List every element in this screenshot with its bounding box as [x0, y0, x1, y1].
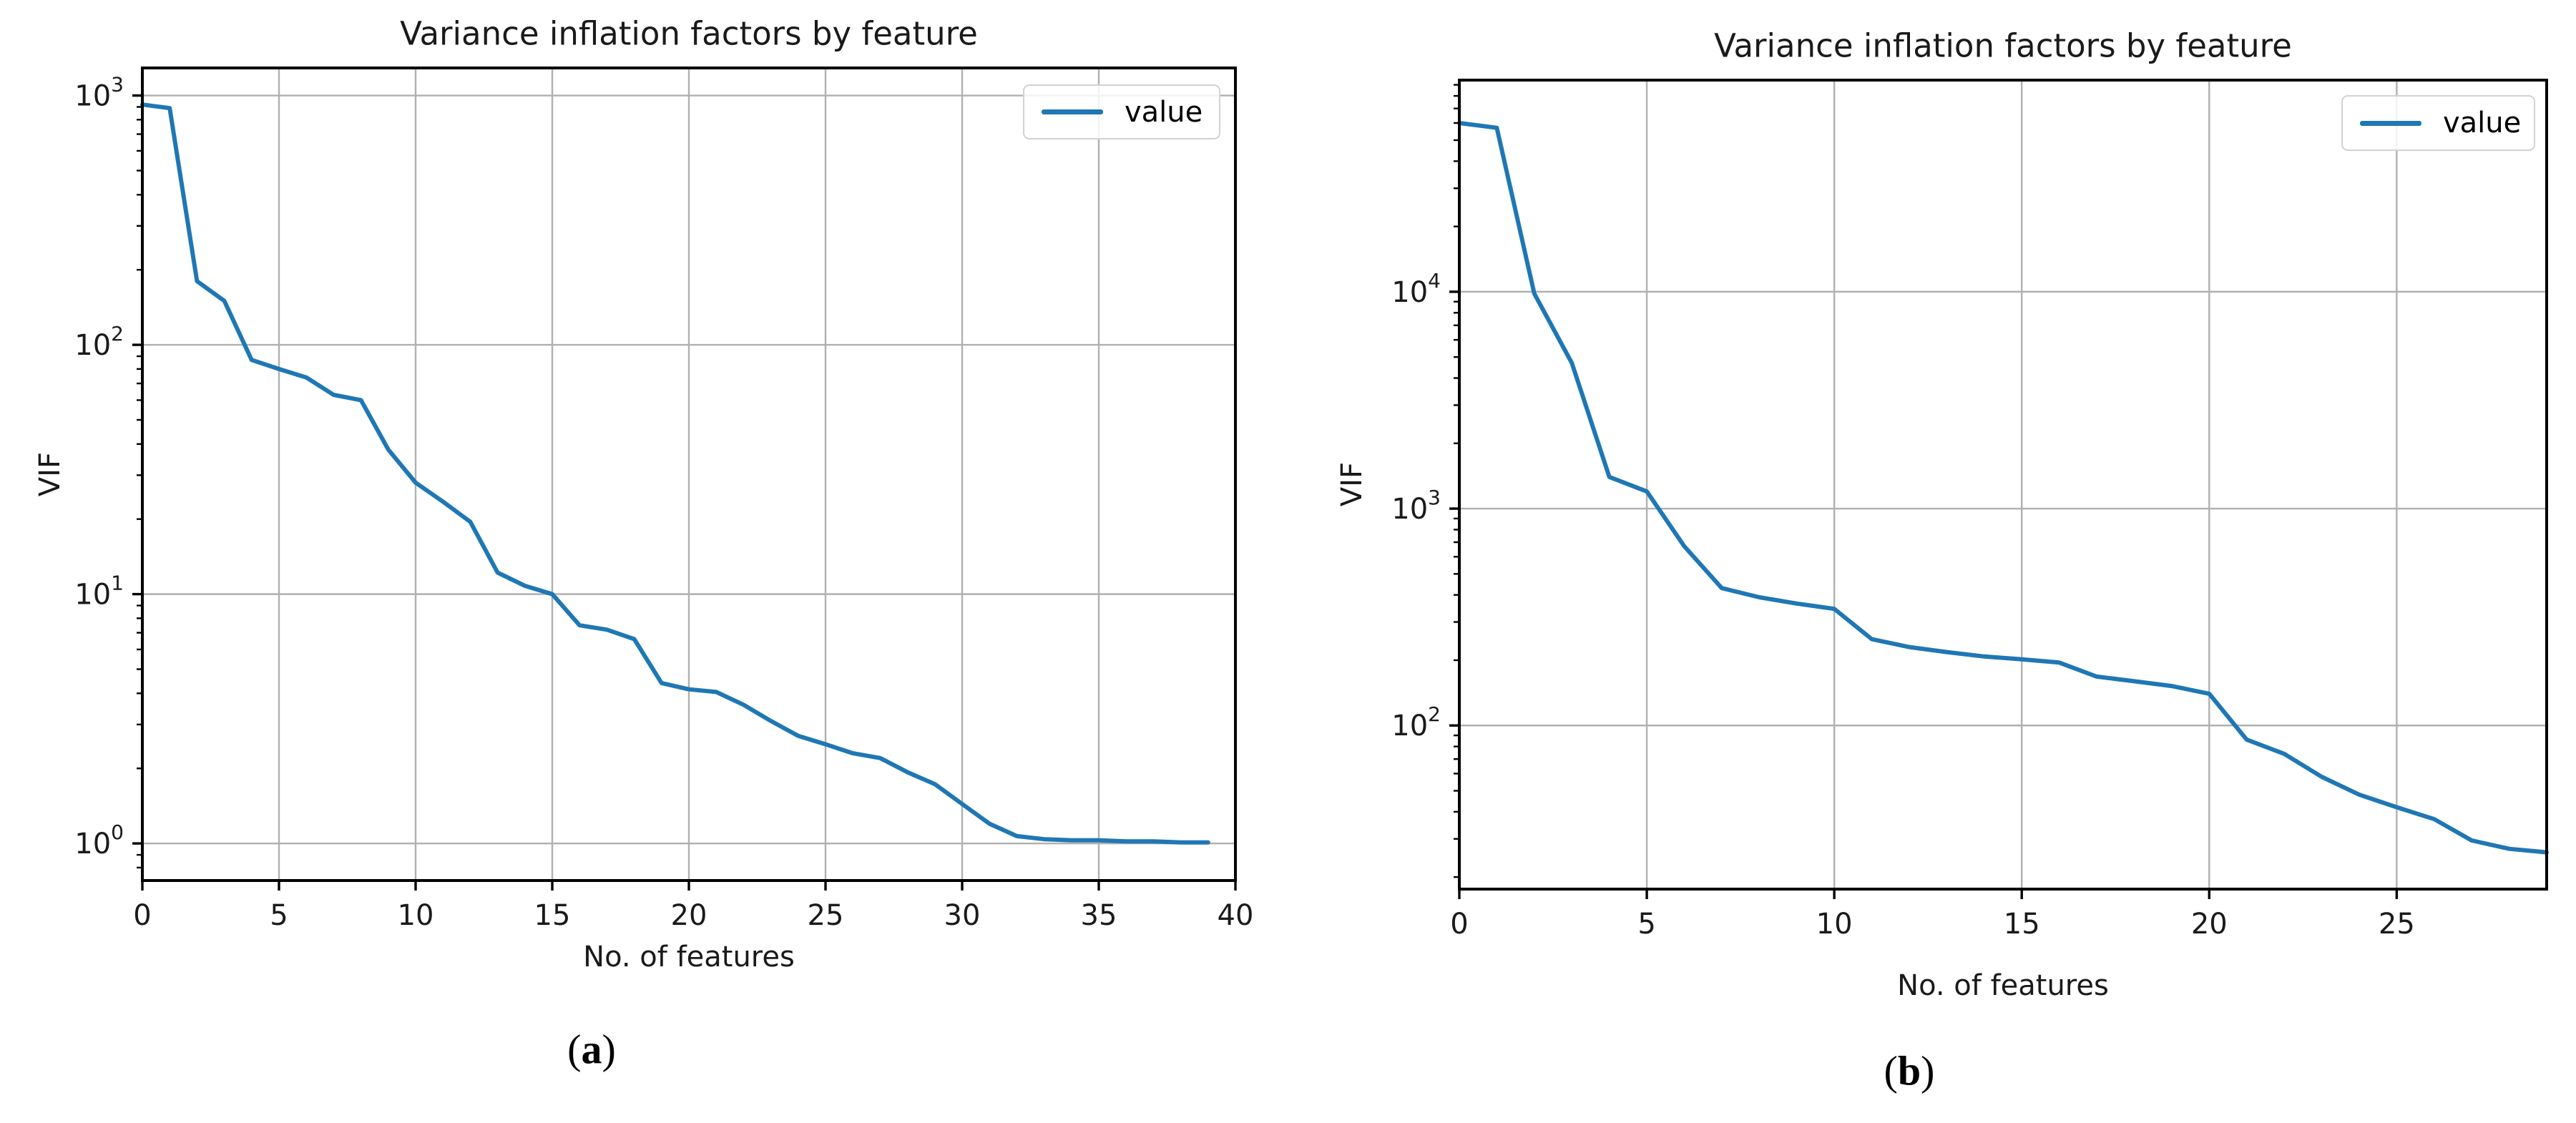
chart-b-y-axis-label: VIF	[1336, 461, 1368, 507]
chart-a-title: Variance inflation factors by feature	[400, 14, 978, 53]
grid-lines	[1458, 80, 2547, 889]
legend-entry-label: value	[1125, 95, 1203, 129]
plot-frame	[1458, 79, 2548, 891]
x-tick-label: 25	[2379, 908, 2415, 941]
series-line-value	[1457, 121, 2549, 855]
y-tick-label: 101	[74, 572, 124, 612]
x-tick-label: 15	[534, 899, 571, 932]
y-tick-label: 103	[1391, 486, 1441, 526]
chart-b: 0 5 10 15 20 25 102 103 104	[1391, 79, 2549, 941]
series-line-value	[140, 102, 1210, 845]
x-tick-label: 25	[808, 899, 844, 932]
chart-b-title: Variance inflation factors by feature	[1714, 26, 2292, 65]
x-tick-label: 20	[671, 899, 707, 932]
axis-ticks	[1449, 84, 2399, 899]
y-tick-label: 104	[1391, 269, 1441, 309]
x-tick-label: 5	[1637, 908, 1655, 941]
figure-caption-a: (a)	[567, 1026, 616, 1073]
chart-a-y-axis-label: VIF	[34, 451, 67, 497]
x-tick-label: 10	[1816, 908, 1853, 941]
chart-b-legend: value	[2341, 95, 2535, 151]
x-tick-label: 0	[133, 899, 151, 932]
x-tick-label: 20	[2191, 908, 2228, 941]
x-tick-label: 15	[2004, 908, 2040, 941]
x-tick-label: 30	[944, 899, 981, 932]
axis-ticks	[132, 94, 1237, 891]
x-tick-label: 0	[1450, 908, 1468, 941]
chart-a-x-axis-label: No. of features	[583, 941, 795, 974]
y-tick-label: 103	[74, 73, 124, 113]
x-tick-label: 40	[1218, 899, 1254, 932]
y-tick-label: 102	[74, 322, 124, 362]
chart-b-x-axis-label: No. of features	[1897, 969, 2109, 1002]
chart-a-legend: value	[1023, 84, 1220, 139]
y-tick-label: 102	[1391, 702, 1441, 742]
figure-caption-b: (b)	[1884, 1047, 1935, 1094]
x-tick-label: 10	[398, 899, 434, 932]
x-tick-label: 5	[270, 899, 288, 932]
y-tick-label: 100	[74, 820, 124, 860]
legend-line-swatch	[2360, 120, 2421, 126]
legend-line-swatch	[1042, 109, 1103, 114]
chart-a: 0 5 10 15 20 25 30 35 40 100 101 102 103	[74, 67, 1254, 932]
x-tick-label: 35	[1081, 899, 1117, 932]
legend-entry-label: value	[2443, 107, 2522, 139]
plot-background	[1459, 80, 2547, 889]
